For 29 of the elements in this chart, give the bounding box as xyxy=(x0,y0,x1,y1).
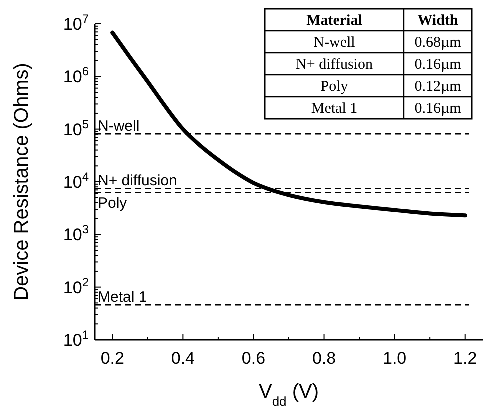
y-tick-label: 10$^{5}$ xyxy=(63,117,90,140)
x-tick-label: 0.8 xyxy=(312,349,336,368)
y-tick-label: 10$^{3}$ xyxy=(63,222,90,245)
y-tick-label: 10$^{7}$ xyxy=(63,12,90,34)
annotation: Poly xyxy=(320,79,349,95)
ref-line-label: N-well xyxy=(98,118,140,136)
x-tick-label: 0.2 xyxy=(100,349,124,368)
x-tick-label: 1.0 xyxy=(383,349,407,368)
x-tick-label: 1.2 xyxy=(454,349,478,368)
ref-line-label: Metal 1 xyxy=(98,289,148,306)
annotation: 0.12µm xyxy=(414,79,462,95)
x-tick-label: 0.4 xyxy=(171,349,195,368)
y-tick-label: 10$^{1}$ xyxy=(63,328,90,350)
y-tick-label: 10$^{4}$ xyxy=(63,170,90,192)
annotation: 0.16µm xyxy=(414,57,462,73)
annotation: N-well xyxy=(314,35,356,51)
annotation: Width xyxy=(418,13,459,29)
y-tick-label: 10$^{6}$ xyxy=(63,64,90,87)
x-axis-title: V$_{dd}$ (V) xyxy=(258,381,320,408)
annotation: Metal 1 xyxy=(311,101,358,117)
ref-line-label: N+ diffusion xyxy=(98,172,178,190)
y-tick-label: 10$^{2}$ xyxy=(63,275,90,298)
annotation: N+ diffusion xyxy=(296,57,374,73)
y-axis-title: Device Resistance (Ohms) xyxy=(11,63,33,301)
annotation: 0.68µm xyxy=(414,35,462,51)
annotation: Material xyxy=(306,13,362,29)
annotation: 0.16µm xyxy=(414,101,462,117)
ref-line-label: Poly xyxy=(98,194,128,212)
x-tick-label: 0.6 xyxy=(242,349,266,368)
